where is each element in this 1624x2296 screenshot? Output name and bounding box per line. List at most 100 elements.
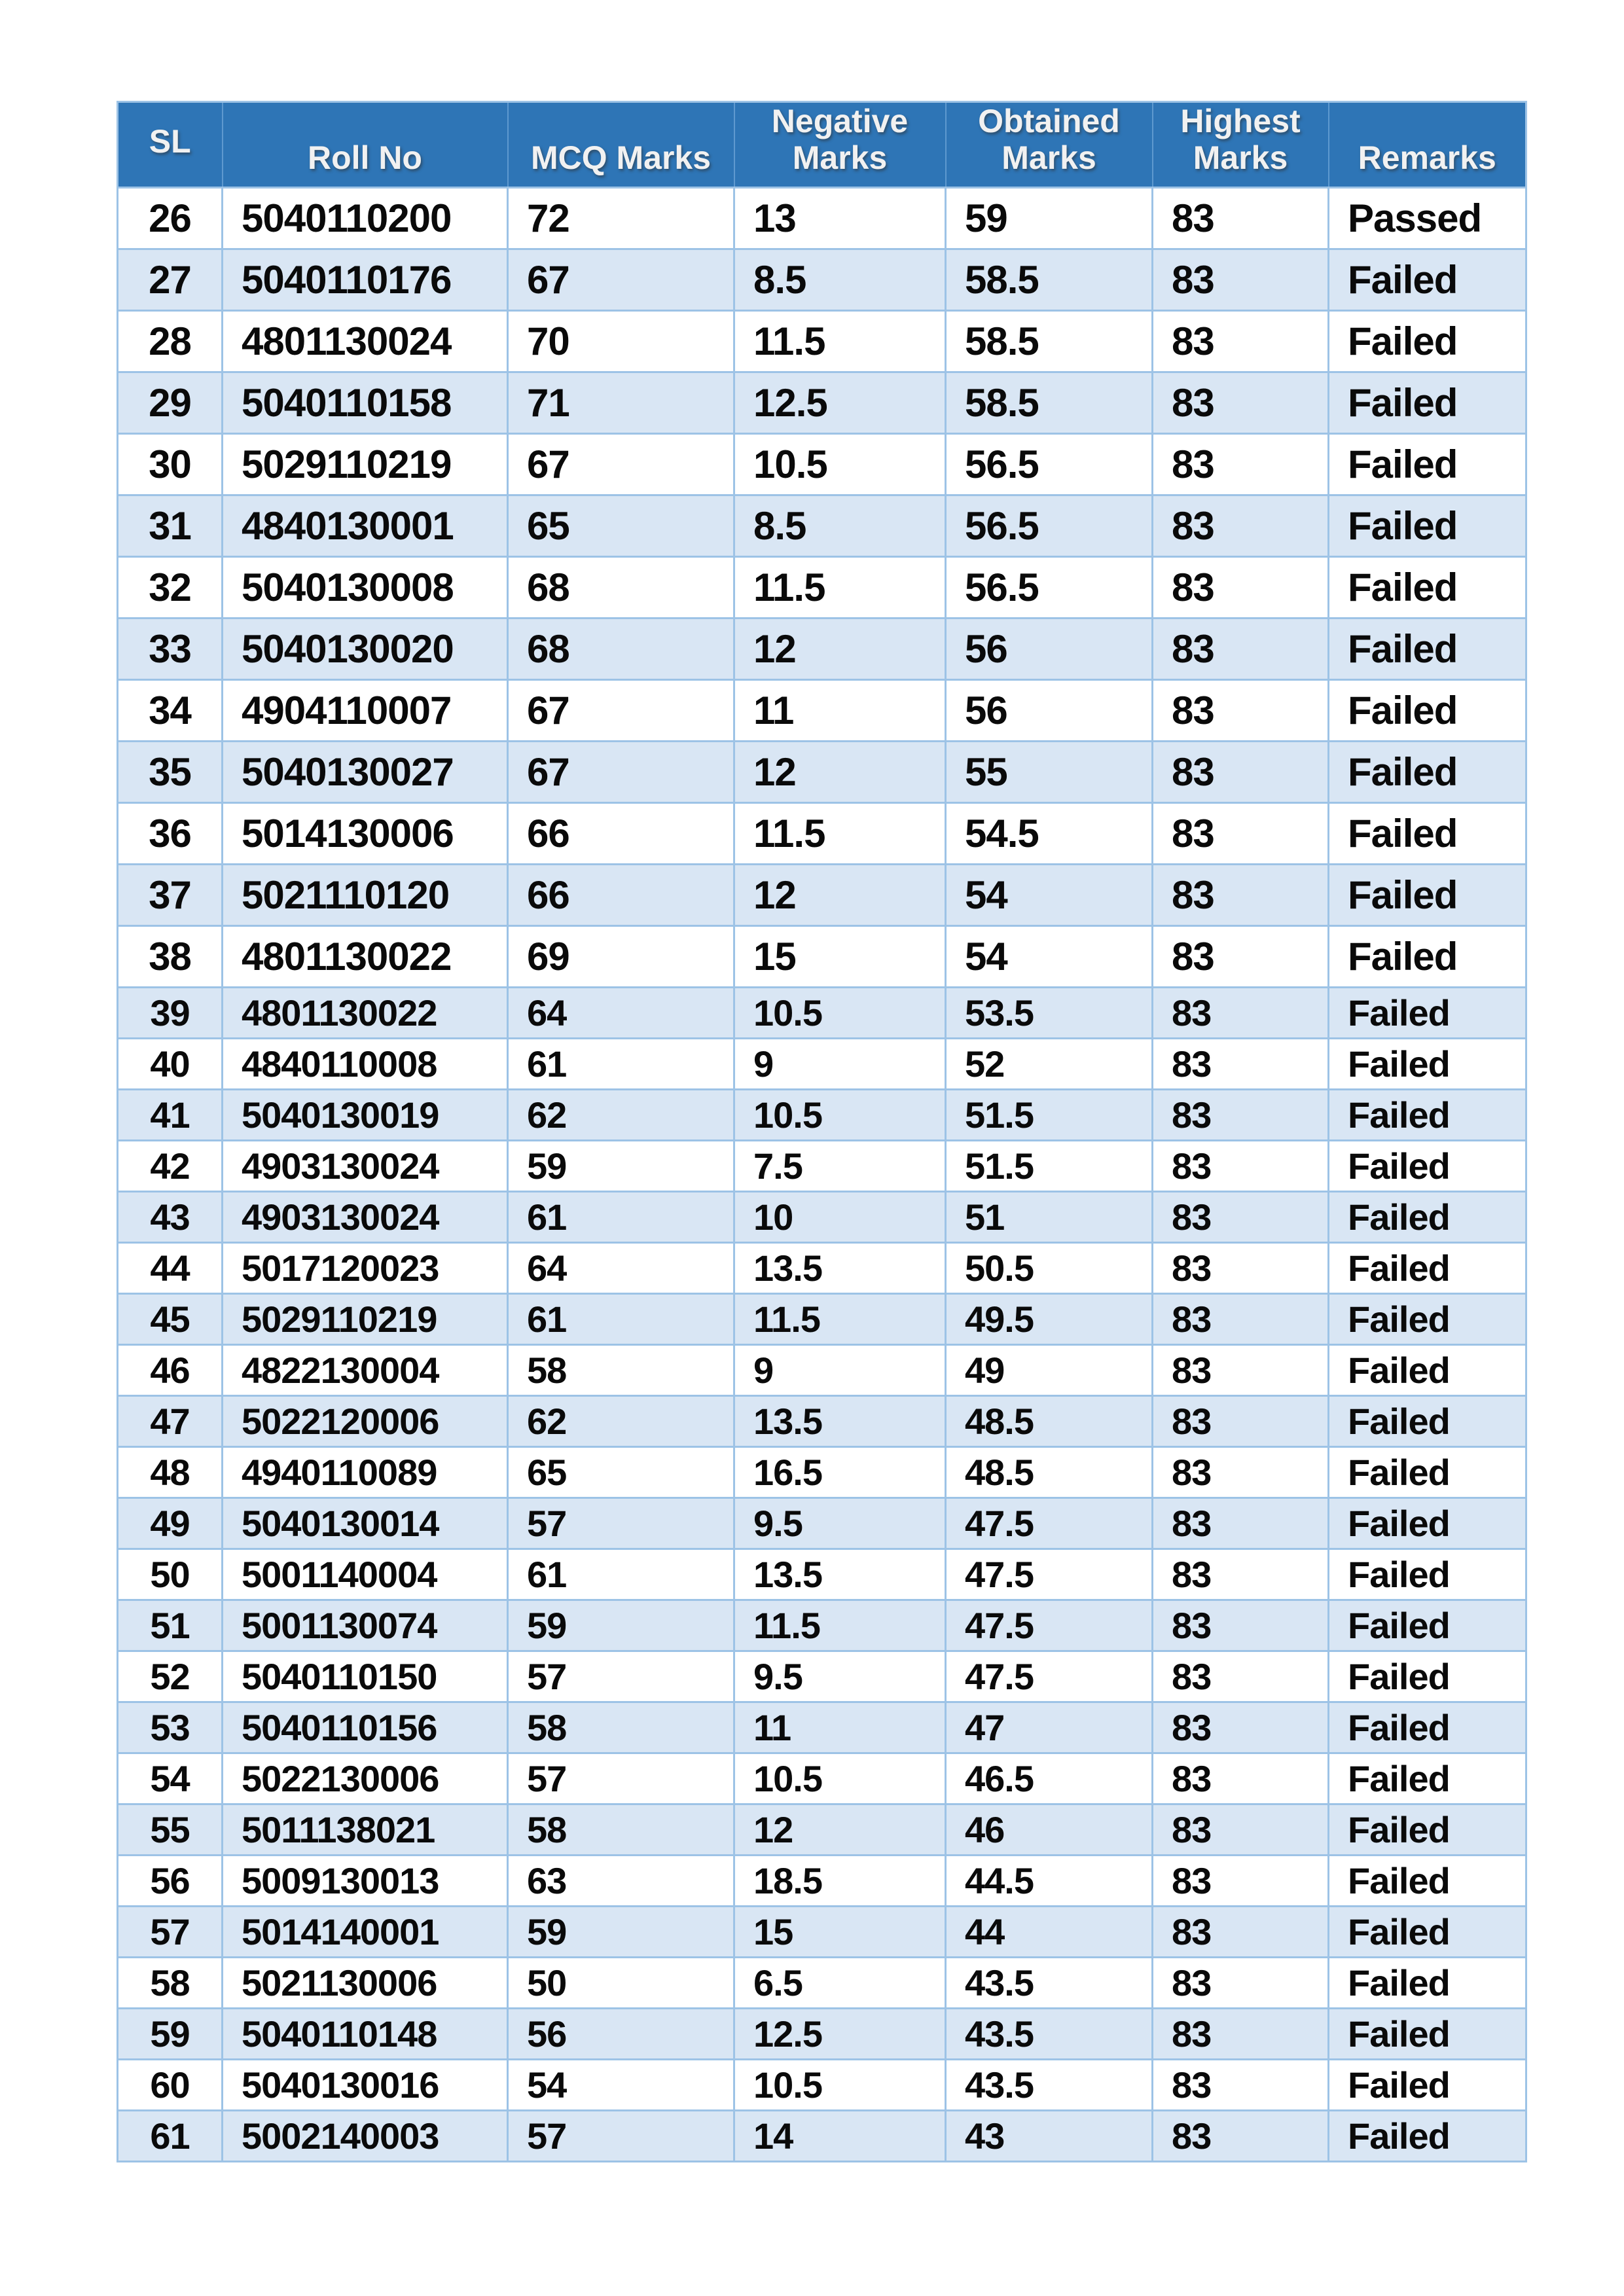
cell-sl: 57: [117, 1905, 223, 1958]
cell-negative-marks: 10.5: [733, 1088, 947, 1141]
cell-sl: 46: [117, 1344, 223, 1397]
cell-roll-no: 5040130019: [221, 1088, 509, 1141]
cell-sl: 31: [117, 494, 223, 558]
cell-remark: Failed: [1327, 556, 1527, 619]
cell-sl: 48: [117, 1446, 223, 1499]
cell-remark: Failed: [1327, 1701, 1527, 1754]
table-row: 45 5029110219 61 11.5 49.5 83 Failed: [117, 1293, 1527, 1346]
table-row: 34 4904110007 67 11 56 83 Failed: [117, 679, 1527, 742]
table-row: 33 5040130020 68 12 56 83 Failed: [117, 617, 1527, 681]
cell-negative-marks: 16.5: [733, 1446, 947, 1499]
cell-remark: Failed: [1327, 1242, 1527, 1295]
table-row: 27 5040110176 67 8.5 58.5 83 Failed: [117, 248, 1527, 312]
table-row: 35 5040130027 67 12 55 83 Failed: [117, 740, 1527, 804]
cell-remark: Failed: [1327, 1191, 1527, 1244]
cell-negative-marks: 12: [733, 1803, 947, 1856]
cell-obtained-marks: 56.5: [945, 433, 1153, 496]
cell-negative-marks: 10.5: [733, 2058, 947, 2111]
cell-mcq-marks: 65: [507, 494, 735, 558]
cell-negative-marks: 10.5: [733, 1752, 947, 1805]
cell-remark: Failed: [1327, 1956, 1527, 2009]
cell-highest-marks: 83: [1151, 1395, 1329, 1448]
cell-roll-no: 4903130024: [221, 1191, 509, 1244]
cell-sl: 45: [117, 1293, 223, 1346]
cell-obtained-marks: 47: [945, 1701, 1153, 1754]
cell-mcq-marks: 64: [507, 1242, 735, 1295]
cell-highest-marks: 83: [1151, 740, 1329, 804]
table-row: 38 4801130022 69 15 54 83 Failed: [117, 925, 1527, 988]
cell-negative-marks: 11.5: [733, 1599, 947, 1652]
cell-obtained-marks: 47.5: [945, 1497, 1153, 1550]
cell-obtained-marks: 54: [945, 863, 1153, 927]
table-row: 54 5022130006 57 10.5 46.5 83 Failed: [117, 1752, 1527, 1805]
table-row: 43 4903130024 61 10 51 83 Failed: [117, 1191, 1527, 1244]
cell-roll-no: 5029110219: [221, 433, 509, 496]
cell-remark: Failed: [1327, 1446, 1527, 1499]
cell-negative-marks: 11: [733, 679, 947, 742]
table-row: 57 5014140001 59 15 44 83 Failed: [117, 1905, 1527, 1958]
header-row: SL Roll No MCQ Marks Negative Marks Obta…: [117, 101, 1527, 188]
cell-roll-no: 5011138021: [221, 1803, 509, 1856]
table-row: 53 5040110156 58 11 47 83 Failed: [117, 1701, 1527, 1754]
cell-highest-marks: 83: [1151, 1139, 1329, 1193]
cell-remark: Failed: [1327, 986, 1527, 1039]
cell-obtained-marks: 58.5: [945, 248, 1153, 312]
cell-mcq-marks: 58: [507, 1701, 735, 1754]
cell-remark: Failed: [1327, 1139, 1527, 1193]
table-row: 26 5040110200 72 13 59 83 Passed: [117, 187, 1527, 250]
cell-highest-marks: 83: [1151, 1701, 1329, 1754]
cell-negative-marks: 10: [733, 1191, 947, 1244]
cell-remark: Failed: [1327, 617, 1527, 681]
cell-sl: 34: [117, 679, 223, 742]
cell-remark: Failed: [1327, 371, 1527, 435]
cell-mcq-marks: 70: [507, 310, 735, 373]
table-row: 50 5001140004 61 13.5 47.5 83 Failed: [117, 1548, 1527, 1601]
cell-roll-no: 5040110200: [221, 187, 509, 250]
cell-highest-marks: 83: [1151, 2109, 1329, 2162]
cell-obtained-marks: 50.5: [945, 1242, 1153, 1295]
cell-mcq-marks: 69: [507, 925, 735, 988]
cell-remark: Passed: [1327, 187, 1527, 250]
cell-negative-marks: 12.5: [733, 2007, 947, 2060]
cell-roll-no: 4840110008: [221, 1037, 509, 1090]
cell-mcq-marks: 64: [507, 986, 735, 1039]
cell-sl: 33: [117, 617, 223, 681]
table-row: 39 4801130022 64 10.5 53.5 83 Failed: [117, 986, 1527, 1039]
cell-roll-no: 5040130008: [221, 556, 509, 619]
cell-obtained-marks: 55: [945, 740, 1153, 804]
cell-sl: 36: [117, 802, 223, 865]
column-header-mcq-marks: MCQ Marks: [507, 101, 735, 188]
cell-roll-no: 5040110150: [221, 1650, 509, 1703]
cell-negative-marks: 13: [733, 187, 947, 250]
cell-roll-no: 5040110158: [221, 371, 509, 435]
cell-obtained-marks: 49: [945, 1344, 1153, 1397]
cell-mcq-marks: 67: [507, 433, 735, 496]
cell-negative-marks: 15: [733, 925, 947, 988]
cell-remark: Failed: [1327, 1803, 1527, 1856]
table-row: 42 4903130024 59 7.5 51.5 83 Failed: [117, 1139, 1527, 1193]
cell-roll-no: 4801130022: [221, 925, 509, 988]
cell-mcq-marks: 68: [507, 617, 735, 681]
cell-negative-marks: 14: [733, 2109, 947, 2162]
cell-mcq-marks: 61: [507, 1548, 735, 1601]
cell-obtained-marks: 54.5: [945, 802, 1153, 865]
cell-mcq-marks: 61: [507, 1037, 735, 1090]
cell-obtained-marks: 46.5: [945, 1752, 1153, 1805]
cell-negative-marks: 13.5: [733, 1395, 947, 1448]
cell-mcq-marks: 54: [507, 2058, 735, 2111]
cell-sl: 26: [117, 187, 223, 250]
cell-roll-no: 5021110120: [221, 863, 509, 927]
cell-obtained-marks: 47.5: [945, 1599, 1153, 1652]
cell-mcq-marks: 63: [507, 1854, 735, 1907]
cell-obtained-marks: 56: [945, 617, 1153, 681]
cell-roll-no: 4940110089: [221, 1446, 509, 1499]
table-row: 60 5040130016 54 10.5 43.5 83 Failed: [117, 2058, 1527, 2111]
cell-highest-marks: 83: [1151, 1803, 1329, 1856]
cell-highest-marks: 83: [1151, 1088, 1329, 1141]
cell-negative-marks: 6.5: [733, 1956, 947, 2009]
cell-roll-no: 4903130024: [221, 1139, 509, 1193]
cell-highest-marks: 83: [1151, 556, 1329, 619]
cell-roll-no: 5029110219: [221, 1293, 509, 1346]
cell-highest-marks: 83: [1151, 1037, 1329, 1090]
cell-sl: 27: [117, 248, 223, 312]
